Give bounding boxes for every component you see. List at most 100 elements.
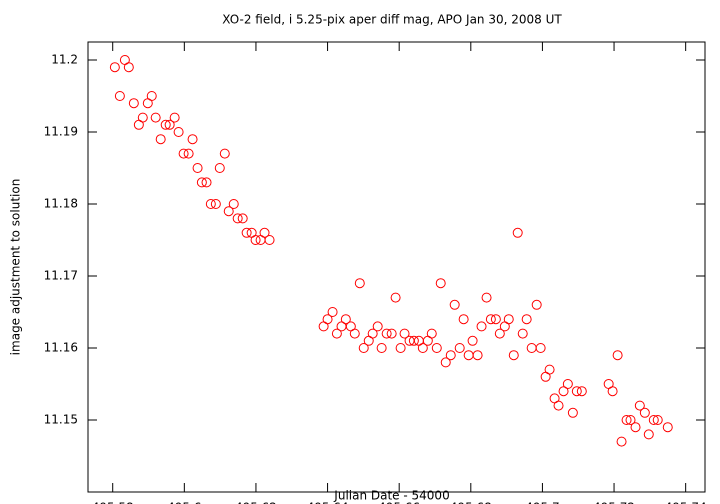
x-tick-label: 495.7 (525, 501, 559, 504)
data-point (476, 321, 487, 332)
data-point (201, 177, 212, 188)
data-point (187, 134, 198, 145)
x-tick-label: 495.62 (235, 501, 277, 504)
x-tick-label: 495.58 (92, 501, 134, 504)
data-point (372, 321, 383, 332)
data-point (114, 91, 125, 101)
data-point (435, 278, 446, 289)
data-point (553, 400, 564, 411)
data-point (634, 400, 645, 411)
chart-title: XO-2 field, i 5.25-pix aper diff mag, AP… (222, 13, 562, 27)
data-point (381, 328, 392, 339)
data-point (264, 235, 275, 245)
data-point (639, 407, 650, 418)
data-point (625, 415, 636, 425)
data-point (616, 436, 627, 447)
data-point (426, 328, 437, 339)
data-point (390, 292, 401, 303)
data-point (485, 314, 496, 325)
data-point (196, 177, 207, 188)
data-point (399, 328, 410, 339)
x-tick-label: 495.74 (665, 501, 707, 504)
data-point (250, 235, 261, 245)
data-point (481, 292, 492, 303)
data-point (183, 148, 194, 159)
data-point (340, 314, 351, 325)
data-point (662, 422, 673, 433)
data-point (467, 335, 478, 346)
data-point (228, 199, 239, 209)
x-tick-label: 495.72 (593, 501, 635, 504)
data-point (612, 350, 623, 361)
data-point (173, 127, 184, 137)
data-point (508, 350, 519, 361)
data-point (395, 343, 406, 353)
y-tick-label: 11.18 (44, 197, 78, 211)
data-point (531, 299, 542, 310)
data-point (237, 213, 248, 224)
data-point (517, 328, 528, 339)
data-point (648, 415, 659, 425)
data-point (322, 314, 333, 325)
data-point (562, 379, 573, 389)
data-point (376, 343, 387, 353)
data-point (259, 227, 270, 238)
x-tick-label: 495.64 (307, 501, 349, 504)
data-point (535, 343, 546, 353)
data-point (652, 415, 663, 425)
y-tick-label: 11.2 (51, 53, 78, 67)
data-point (327, 307, 338, 317)
data-point (205, 199, 216, 209)
data-point (178, 148, 189, 159)
data-point (512, 227, 523, 238)
data-point (431, 343, 442, 353)
data-point (521, 314, 532, 325)
data-point (232, 213, 243, 224)
data-point (146, 91, 157, 101)
data-point (621, 415, 632, 425)
data-point (150, 112, 161, 123)
y-tick-label: 11.15 (44, 413, 78, 427)
data-point (571, 386, 582, 397)
data-point (630, 422, 641, 433)
data-point (643, 429, 654, 440)
data-point (458, 314, 469, 325)
data-point (241, 227, 252, 238)
data-point (490, 314, 501, 325)
data-point (567, 407, 578, 418)
data-point (358, 343, 369, 353)
data-point (472, 350, 483, 361)
data-point (169, 112, 180, 123)
x-tick-label: 495.6 (167, 501, 201, 504)
data-point (494, 328, 505, 339)
y-tick-label: 11.16 (44, 341, 78, 355)
data-point (219, 148, 230, 159)
data-point (440, 357, 451, 368)
data-point (128, 98, 139, 109)
data-point (137, 112, 148, 123)
data-point (331, 328, 342, 339)
data-point (558, 386, 569, 397)
data-point (354, 278, 365, 289)
data-point (386, 328, 397, 339)
x-tick-label: 495.68 (450, 501, 492, 504)
data-point (123, 62, 134, 73)
data-point (544, 364, 555, 375)
y-tick-label: 11.19 (44, 125, 78, 139)
data-point (503, 314, 514, 325)
data-point (210, 199, 221, 209)
x-tick-label: 495.66 (378, 501, 420, 504)
data-point (367, 328, 378, 339)
data-point (155, 134, 166, 145)
y-tick-label: 11.17 (44, 269, 78, 283)
data-point (192, 163, 203, 173)
data-point (160, 119, 171, 130)
data-point (408, 335, 419, 346)
y-axis-label: image adjustment to solution (9, 179, 23, 356)
data-point (214, 163, 225, 173)
data-point (223, 206, 234, 217)
data-point (576, 386, 587, 397)
plot-border (87, 41, 706, 493)
